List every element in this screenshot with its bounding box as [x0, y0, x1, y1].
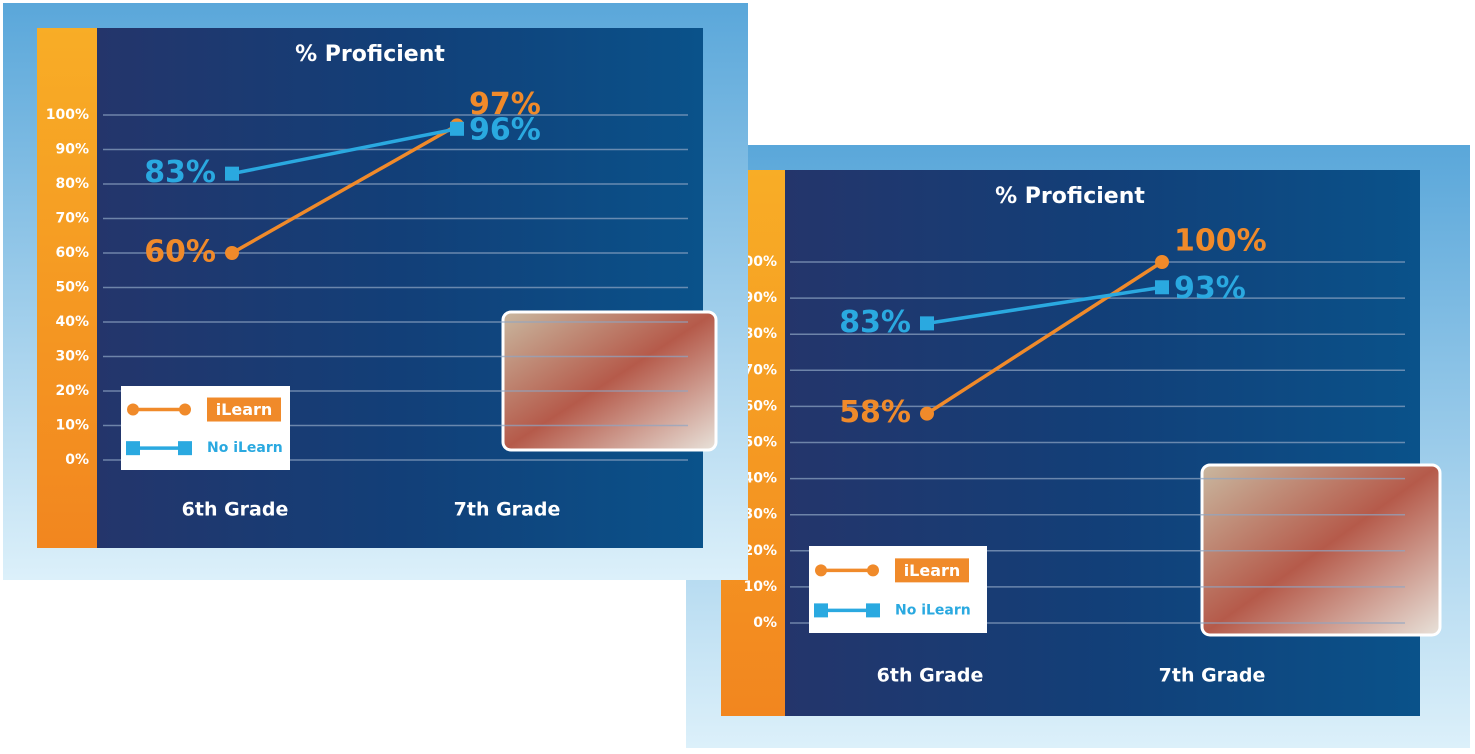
y-tick-label: 30% — [743, 507, 777, 523]
x-tick-label: 6th Grade — [877, 665, 984, 687]
chart: % Proficient 0% 10% 20% 30% 40% 50% 60% 70% 80% 90… — [686, 145, 1470, 748]
y-tick-label: 100% — [46, 107, 89, 123]
orange-strip — [37, 28, 97, 548]
y-tick-label: 40% — [55, 314, 89, 330]
chart-title: % Proficient — [995, 184, 1145, 209]
data-label: 93% — [1174, 271, 1246, 306]
y-tick-label: 60% — [743, 398, 777, 414]
legend-marker — [815, 564, 827, 577]
legend-marker — [126, 441, 140, 456]
marker — [1155, 255, 1169, 269]
y-tick-label: 70% — [55, 211, 89, 227]
y-tick-label: 90% — [743, 290, 777, 306]
chart: % Proficient 0% 10% 20% 30% 40% 50% 60% 70% 80% 90… — [3, 3, 748, 580]
y-tick-label: 70% — [743, 362, 777, 378]
x-tick-label: 7th Grade — [454, 499, 561, 521]
marker — [1155, 280, 1169, 295]
legend-badge — [207, 397, 281, 422]
legend-label: No iLearn — [895, 602, 971, 618]
series-line — [231, 123, 458, 255]
marker — [225, 166, 239, 181]
series-line — [231, 127, 458, 176]
legend-marker — [178, 441, 192, 456]
legend-marker — [814, 603, 828, 618]
y-tick-label: 10% — [55, 418, 89, 434]
x-tick-label: 7th Grade — [1159, 665, 1266, 687]
data-label: 83% — [144, 155, 216, 190]
y-tick-label: 80% — [743, 326, 777, 342]
y-tick-label: 90% — [55, 142, 89, 158]
y-tick-label: 20% — [55, 383, 89, 399]
marker — [920, 406, 934, 421]
photo — [501, 310, 718, 452]
legend-label: iLearn — [904, 561, 961, 580]
legend-marker — [866, 603, 880, 618]
y-tick-label: 30% — [55, 349, 89, 365]
legend-label: iLearn — [216, 400, 273, 419]
legend-badge — [895, 558, 969, 583]
legend-marker — [867, 564, 879, 577]
data-label: 83% — [839, 305, 911, 340]
series-line — [926, 260, 1163, 416]
data-label: 58% — [839, 395, 911, 430]
y-tick-label: 60% — [55, 245, 89, 261]
y-tick-label: 0% — [753, 615, 777, 631]
chart-title: % Proficient — [295, 42, 445, 67]
marker — [225, 246, 239, 260]
y-tick-label: 50% — [743, 435, 777, 451]
data-label: 96% — [469, 112, 541, 147]
y-tick-label: 10% — [743, 579, 777, 595]
data-label: 60% — [144, 235, 216, 270]
y-tick-label: 0% — [65, 452, 89, 468]
y-tick-label: 20% — [743, 543, 777, 559]
y-tick-label: 40% — [743, 471, 777, 487]
marker — [920, 316, 934, 331]
legend-marker — [127, 403, 139, 416]
x-tick-label: 6th Grade — [182, 499, 289, 521]
legend-marker — [179, 403, 191, 416]
photo — [1200, 463, 1442, 637]
series-line — [926, 285, 1163, 326]
y-tick-label: 80% — [55, 176, 89, 192]
data-label: 97% — [469, 87, 541, 122]
marker — [450, 121, 464, 136]
data-label: 100% — [1174, 224, 1267, 259]
y-tick-label: 50% — [55, 280, 89, 296]
legend-label: No iLearn — [207, 440, 283, 456]
